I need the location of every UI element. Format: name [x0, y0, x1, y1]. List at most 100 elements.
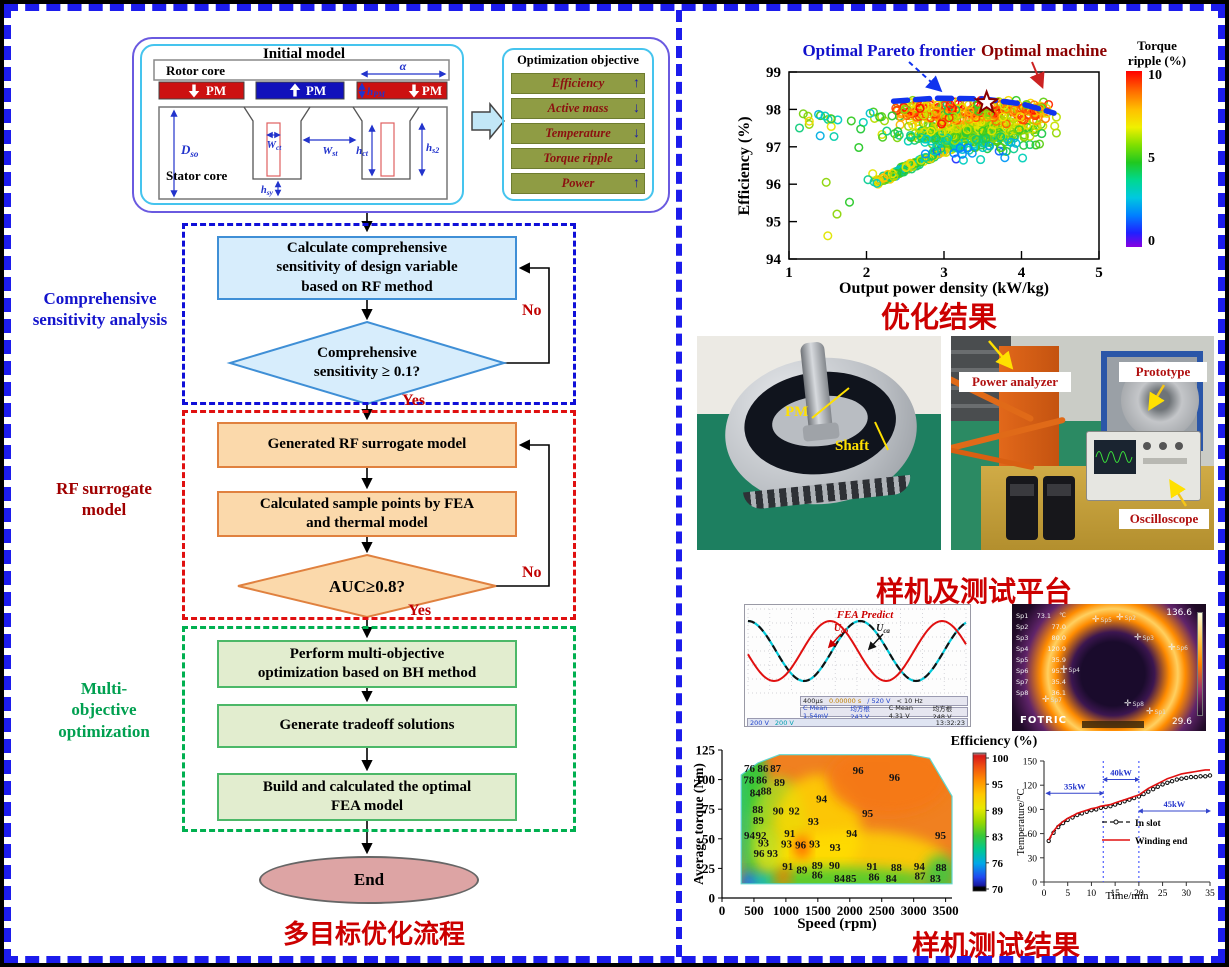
svg-text:100: 100 — [992, 753, 1009, 765]
pareto-ylabel: Efficiency (%) — [736, 116, 753, 215]
svg-text:83: 83 — [930, 873, 942, 885]
svg-text:89: 89 — [796, 865, 808, 877]
svg-text:150: 150 — [1023, 758, 1038, 768]
svg-text:5: 5 — [1095, 265, 1103, 281]
sensitivity-group-box — [182, 223, 576, 405]
step-tradeoff[interactable]: Generate tradeoff solutions — [217, 704, 517, 748]
svg-text:85: 85 — [846, 873, 858, 885]
osc-offset: 0.00000 s — [828, 697, 862, 705]
svg-text:83: 83 — [992, 832, 1004, 844]
svg-text:84: 84 — [750, 788, 762, 800]
crosshair-icon: ✛ — [1124, 699, 1132, 709]
step-calc-sensitivity[interactable]: Calculate comprehensive sensitivity of d… — [217, 236, 517, 300]
multimeter — [1006, 476, 1038, 540]
thermal-marker: ✛Sp8 — [1124, 699, 1144, 709]
svg-text:70: 70 — [992, 884, 1004, 896]
svg-text:20: 20 — [1134, 889, 1144, 899]
svg-text:93: 93 — [781, 839, 793, 851]
svg-text:97: 97 — [766, 140, 782, 156]
thermal-reading: Sp1 73.1 ℃ — [1016, 612, 1066, 620]
objective-torque-ripple[interactable]: Torque ripple ↓ — [511, 148, 645, 169]
pareto-points — [794, 95, 1061, 241]
pareto-chart: 1 2 3 4 5 94 95 96 97 98 99 Optimal Pareto frontie… — [736, 38, 1186, 297]
objective-efficiency[interactable]: Efficiency ↑ — [511, 73, 645, 94]
svg-text:94: 94 — [846, 828, 858, 840]
yes-label-2: Yes — [408, 602, 432, 619]
dim-hs2-label: hs2 — [426, 142, 439, 155]
end-node[interactable]: End — [259, 856, 479, 904]
svg-text:95: 95 — [935, 830, 947, 842]
svg-text:86: 86 — [869, 872, 881, 884]
fea-predict-annotation: FEA Predict — [836, 609, 894, 621]
osc-readout-row3: 200 V 200 V 13:32:23 — [747, 718, 968, 727]
objective-active-mass[interactable]: Active mass ↓ — [511, 98, 645, 119]
pm-label: PM — [206, 83, 226, 98]
torque-colorbar — [1126, 71, 1142, 247]
svg-text:3000: 3000 — [901, 903, 927, 918]
shaft-photo-label: Shaft — [835, 438, 870, 454]
legend-winding-end: Winding end — [1135, 837, 1188, 847]
legend-in-slot: In slot — [1135, 819, 1161, 829]
thermal-reading: Sp2 77.0 — [1016, 623, 1066, 631]
decision-auc-label: AUC≥0.8? — [329, 576, 405, 596]
svg-text:93: 93 — [830, 842, 842, 854]
thermal-colorbar — [1197, 612, 1203, 716]
pm-left — [158, 81, 245, 100]
objective-power[interactable]: Power ↑ — [511, 173, 645, 194]
pareto-frontier-annotation: Optimal Pareto frontier — [802, 41, 976, 60]
thermal-marker: ✛Sp7 — [1042, 695, 1062, 705]
thermal-image: Sp1 73.1 ℃ Sp2 77.0 Sp3 80.0 Sp4 120.9 Sp5 35.… — [1012, 604, 1206, 731]
svg-text:1: 1 — [785, 265, 793, 281]
no-label-2: No — [522, 564, 542, 581]
thermal-reading: Sp3 80.0 — [1016, 634, 1066, 642]
crosshair-icon: ✛ — [1146, 707, 1154, 717]
panel-divider — [676, 10, 682, 957]
pm-down-arrow-icon — [408, 84, 420, 98]
svg-text:10: 10 — [1148, 68, 1162, 83]
dim-dso-label: Dso — [180, 142, 199, 159]
svg-text:2: 2 — [863, 265, 871, 281]
svg-text:0: 0 — [1148, 234, 1155, 249]
svg-text:35: 35 — [1205, 889, 1215, 899]
svg-text:1500: 1500 — [805, 903, 831, 918]
caption-optimization-results: 优化结果 — [880, 302, 997, 334]
svg-text:30: 30 — [1028, 854, 1038, 864]
crosshair-icon: ✛ — [1060, 665, 1068, 675]
pm-up-arrow-icon — [289, 83, 301, 97]
svg-text:90: 90 — [773, 805, 785, 817]
svg-text:91: 91 — [782, 861, 793, 873]
no-label-1: No — [522, 302, 542, 319]
trace2-label: Uca — [876, 623, 890, 635]
multimeter-screen — [1010, 484, 1034, 496]
thermal-marker: ✛Sp3 — [1134, 633, 1154, 643]
svg-text:15: 15 — [1110, 889, 1120, 899]
svg-text:96: 96 — [795, 840, 807, 852]
pm-label: PM — [306, 83, 326, 98]
osc-cmean1: C Mean 1.54mV — [803, 704, 829, 720]
objectives-list: Efficiency ↑ Active mass ↓ Temperature ↓ To… — [511, 73, 645, 198]
svg-text:120: 120 — [1023, 782, 1038, 792]
torque-colorbar-title2: ripple (%) — [1128, 53, 1186, 68]
svg-text:10: 10 — [1087, 889, 1097, 899]
svg-text:94: 94 — [914, 861, 926, 873]
step-build-fea[interactable]: Build and calculated the optimal FEA mod… — [217, 773, 517, 821]
caption-platform: 样机及测试平台 — [875, 577, 1072, 608]
down-arrow-icon: ↓ — [633, 150, 640, 166]
svg-text:88: 88 — [891, 862, 903, 874]
step-perform-moo[interactable]: Perform multi-objective optimization bas… — [217, 640, 517, 688]
objective-temperature[interactable]: Temperature ↓ — [511, 123, 645, 144]
thermal-min: 29.6 — [1171, 717, 1192, 727]
platform-photo: Power analyzer Prototype Oscilloscope — [951, 336, 1214, 550]
svg-text:500: 500 — [744, 903, 764, 918]
dim-wst-label: Wst — [322, 145, 338, 158]
objectives-title: Optimization objective — [517, 52, 639, 67]
svg-text:90: 90 — [1028, 806, 1038, 816]
step-generate-surrogate[interactable]: Generated RF surrogate model — [217, 422, 517, 468]
svg-text:96: 96 — [889, 772, 901, 784]
optimal-machine-annotation: Optimal machine — [981, 41, 1108, 60]
svg-text:89: 89 — [812, 860, 824, 872]
step-calc-samples[interactable]: Calculated sample points by FEA and ther… — [217, 491, 517, 537]
svg-text:93: 93 — [758, 837, 770, 849]
trace1-label: Uab — [834, 623, 849, 635]
thermal-marker: ✛Sp2 — [1116, 613, 1136, 623]
